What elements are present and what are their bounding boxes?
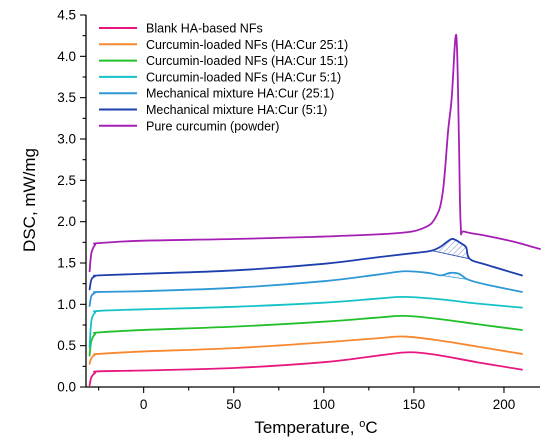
x-tick-label: 200 (493, 397, 516, 412)
series-line (88, 270, 523, 307)
peak-baseline (431, 250, 470, 260)
series-line (88, 295, 523, 349)
hatched-regions (431, 239, 470, 280)
y-tick-label: 3.5 (57, 90, 76, 105)
legend: Blank HA-based NFs Curcumin-loaded NFs (H… (99, 22, 348, 133)
y-tick-label: 0.5 (57, 338, 76, 353)
series-line (88, 335, 523, 365)
x-tick-label: 50 (226, 397, 241, 412)
series-line (88, 351, 523, 387)
hatched-peak-area (440, 272, 468, 280)
y-tick-label: 3.0 (57, 132, 76, 147)
y-axis-title: DSC, mW/mg (20, 148, 39, 252)
y-tick-label: 0.0 (57, 380, 76, 395)
y-tick-label: 1.5 (57, 256, 76, 271)
y-tick-label: 4.5 (57, 8, 76, 23)
legend-label: Mechanical mixture HA:Cur (25:1) (146, 87, 334, 101)
legend-label: Curcumin-loaded NFs (HA:Cur 5:1) (146, 70, 341, 84)
legend-label: Curcumin-loaded NFs (HA:Cur 25:1) (146, 38, 348, 52)
series-line (88, 33, 541, 273)
x-axis-label: Temperature, (254, 418, 359, 437)
series-line (88, 314, 523, 357)
y-ticks: 0.0 0.5 1.0 1.5 2.0 2.5 3.0 3.5 4.0 4.5 (57, 8, 86, 395)
legend-label: Pure curcumin (powder) (146, 119, 279, 133)
series-line (88, 237, 523, 291)
x-tick-label: 0 (140, 397, 148, 412)
y-tick-label: 2.0 (57, 214, 76, 229)
y-tick-label: 2.5 (57, 173, 76, 188)
legend-label: Curcumin-loaded NFs (HA:Cur 15:1) (146, 54, 348, 68)
x-axis-unit: oC (359, 418, 377, 437)
x-tick-label: 100 (313, 397, 336, 412)
x-tick-label: 150 (403, 397, 426, 412)
x-ticks: 0 50 100 150 200 (98, 387, 516, 412)
peak-baseline (440, 275, 468, 280)
legend-label: Blank HA-based NFs (146, 22, 263, 36)
series-lines (88, 33, 541, 387)
x-axis-title: Temperature, oC (254, 418, 377, 437)
legend-label: Mechanical mixture HA:Cur (5:1) (146, 103, 327, 117)
y-tick-label: 1.0 (57, 297, 76, 312)
y-tick-label: 4.0 (57, 49, 76, 64)
hatched-peak-area (431, 239, 470, 259)
